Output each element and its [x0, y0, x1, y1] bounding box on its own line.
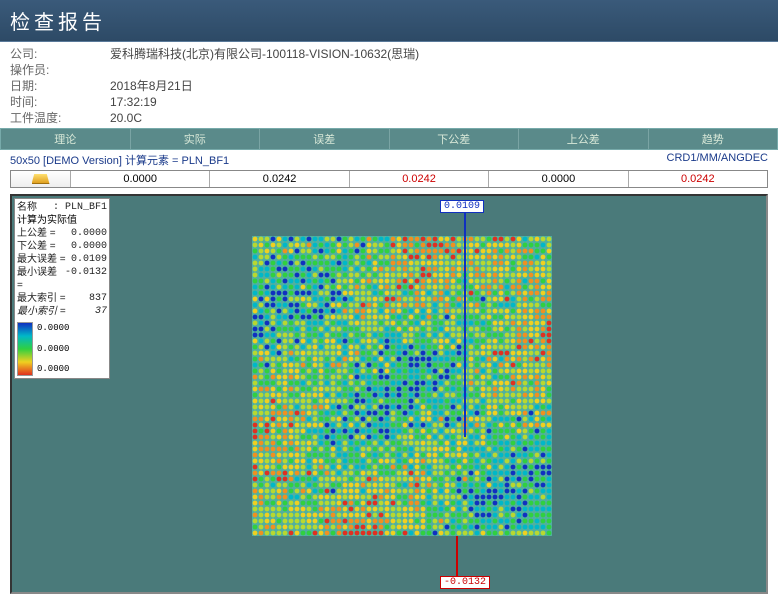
legend-utol: 0.0000 — [71, 227, 107, 240]
company-label: 公司: — [10, 46, 110, 62]
legend-mindev: -0.0132 — [65, 266, 107, 292]
col-lower-tol: 下公差 — [390, 129, 520, 149]
time-label: 时间: — [10, 94, 110, 110]
col-trend: 趋势 — [649, 129, 778, 149]
temp-value: 20.0C — [110, 110, 142, 126]
row-icon-cell — [11, 171, 71, 187]
legend-ltol-label: 下公差 = — [17, 240, 71, 253]
gradient-top: 0.0000 — [37, 322, 107, 335]
legend-name-label: 名称 — [17, 201, 53, 214]
val-trend: 0.0242 — [629, 171, 767, 187]
col-theoretical: 理论 — [1, 129, 131, 149]
report-title: 检查报告 — [10, 12, 106, 34]
gradient-bar — [17, 322, 33, 376]
col-actual: 实际 — [131, 129, 261, 149]
color-gradient: 0.0000 0.0000 0.0000 — [17, 322, 107, 376]
legend-utol-label: 上公差 = — [17, 227, 71, 240]
value-row: 0.0000 0.0242 0.0242 0.0000 0.0242 — [10, 170, 768, 188]
legend-ltol: 0.0000 — [71, 240, 107, 253]
col-upper-tol: 上公差 — [519, 129, 649, 149]
legend-maxidx: 837 — [89, 292, 107, 305]
company-value: 爱科腾瑞科技(北京)有限公司-100118-VISION-10632(思瑞) — [110, 46, 419, 62]
operator-label: 操作员: — [10, 62, 110, 78]
col-deviation: 误差 — [260, 129, 390, 149]
info-row: 50x50 [DEMO Version] 计算元素 = PLN_BF1 CRD1… — [0, 150, 778, 168]
time-value: 17:32:19 — [110, 94, 157, 110]
max-callout: 0.0109 — [440, 200, 484, 213]
gradient-bot: 0.0000 — [37, 363, 107, 376]
legend-box: 名称: PLN_BF1 计算为实际值 上公差 =0.0000 下公差 =0.00… — [14, 198, 110, 379]
info-left: 50x50 [DEMO Version] 计算元素 = PLN_BF1 — [10, 152, 229, 168]
min-indicator-line — [456, 536, 458, 578]
gradient-mid: 0.0000 — [37, 343, 107, 356]
legend-name: : PLN_BF1 — [53, 201, 107, 214]
max-indicator-line — [464, 212, 466, 437]
val-actual: 0.0242 — [210, 171, 349, 187]
legend-maxidx-label: 最大索引 = — [17, 292, 89, 305]
min-callout: -0.0132 — [440, 576, 490, 589]
legend-minidx: 37 — [95, 305, 107, 318]
val-deviation: 0.0242 — [350, 171, 489, 187]
legend-mindev-label: 最小误差 = — [17, 266, 65, 292]
legend-minidx-label: 最小索引 = — [17, 305, 95, 318]
plot-area: 名称: PLN_BF1 计算为实际值 上公差 =0.0000 下公差 =0.00… — [10, 194, 768, 594]
flatness-icon — [32, 174, 50, 184]
legend-maxdev-label: 最大误差 = — [17, 253, 71, 266]
legend-mode: 计算为实际值 — [17, 214, 107, 227]
info-right: CRD1/MM/ANGDEC — [667, 152, 768, 168]
temp-label: 工件温度: — [10, 110, 110, 126]
column-header-row: 理论 实际 误差 下公差 上公差 趋势 — [0, 128, 778, 150]
date-label: 日期: — [10, 78, 110, 94]
title-bar: 检查报告 — [0, 0, 778, 42]
date-value: 2018年8月21日 — [110, 78, 193, 94]
val-lower-tol: 0.0000 — [489, 171, 628, 187]
meta-block: 公司: 爱科腾瑞科技(北京)有限公司-100118-VISION-10632(思… — [0, 42, 778, 128]
legend-maxdev: 0.0109 — [71, 253, 107, 266]
heatmap — [252, 236, 552, 536]
val-theoretical: 0.0000 — [71, 171, 210, 187]
